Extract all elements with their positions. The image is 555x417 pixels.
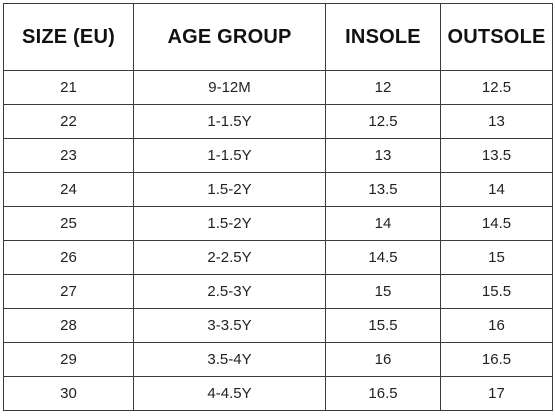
cell-age-group: 4-4.5Y <box>133 376 326 411</box>
cell-size: 26 <box>3 240 134 275</box>
table-row: 26 2-2.5Y 14.5 15 <box>3 240 553 275</box>
table-row: 24 1.5-2Y 13.5 14 <box>3 172 553 207</box>
table-row: 29 3.5-4Y 16 16.5 <box>3 342 553 377</box>
cell-size: 28 <box>3 308 134 343</box>
cell-age-group: 1-1.5Y <box>133 104 326 139</box>
cell-outsole: 14 <box>440 172 553 207</box>
cell-insole: 12.5 <box>325 104 441 139</box>
cell-age-group: 3.5-4Y <box>133 342 326 377</box>
cell-outsole: 16.5 <box>440 342 553 377</box>
cell-age-group: 9-12M <box>133 70 326 105</box>
cell-insole: 13 <box>325 138 441 173</box>
header-insole: INSOLE <box>325 3 441 71</box>
header-age-group: AGE GROUP <box>133 3 326 71</box>
size-chart-table: SIZE (EU) AGE GROUP INSOLE OUTSOLE 21 9-… <box>3 3 553 411</box>
cell-size: 21 <box>3 70 134 105</box>
cell-insole: 16.5 <box>325 376 441 411</box>
table-row: 25 1.5-2Y 14 14.5 <box>3 206 553 241</box>
cell-outsole: 15.5 <box>440 274 553 309</box>
cell-outsole: 15 <box>440 240 553 275</box>
cell-insole: 13.5 <box>325 172 441 207</box>
cell-age-group: 1-1.5Y <box>133 138 326 173</box>
table-row: 23 1-1.5Y 13 13.5 <box>3 138 553 173</box>
cell-outsole: 13.5 <box>440 138 553 173</box>
cell-insole: 15 <box>325 274 441 309</box>
table-row: 21 9-12M 12 12.5 <box>3 70 553 105</box>
cell-age-group: 1.5-2Y <box>133 172 326 207</box>
cell-outsole: 12.5 <box>440 70 553 105</box>
cell-size: 25 <box>3 206 134 241</box>
cell-size: 23 <box>3 138 134 173</box>
table-row: 30 4-4.5Y 16.5 17 <box>3 376 553 411</box>
cell-size: 24 <box>3 172 134 207</box>
cell-age-group: 3-3.5Y <box>133 308 326 343</box>
cell-insole: 16 <box>325 342 441 377</box>
cell-age-group: 2.5-3Y <box>133 274 326 309</box>
cell-size: 27 <box>3 274 134 309</box>
table-body: 21 9-12M 12 12.5 22 1-1.5Y 12.5 13 23 1-… <box>3 70 553 411</box>
header-size-eu: SIZE (EU) <box>3 3 134 71</box>
cell-outsole: 16 <box>440 308 553 343</box>
cell-age-group: 2-2.5Y <box>133 240 326 275</box>
cell-insole: 14.5 <box>325 240 441 275</box>
header-outsole: OUTSOLE <box>440 3 553 71</box>
cell-outsole: 13 <box>440 104 553 139</box>
table-row: 22 1-1.5Y 12.5 13 <box>3 104 553 139</box>
table-row: 28 3-3.5Y 15.5 16 <box>3 308 553 343</box>
cell-size: 22 <box>3 104 134 139</box>
cell-outsole: 14.5 <box>440 206 553 241</box>
header-row: SIZE (EU) AGE GROUP INSOLE OUTSOLE <box>3 3 553 71</box>
cell-insole: 15.5 <box>325 308 441 343</box>
cell-insole: 12 <box>325 70 441 105</box>
table-row: 27 2.5-3Y 15 15.5 <box>3 274 553 309</box>
cell-outsole: 17 <box>440 376 553 411</box>
cell-size: 29 <box>3 342 134 377</box>
cell-insole: 14 <box>325 206 441 241</box>
table-header: SIZE (EU) AGE GROUP INSOLE OUTSOLE <box>3 3 553 71</box>
cell-age-group: 1.5-2Y <box>133 206 326 241</box>
cell-size: 30 <box>3 376 134 411</box>
